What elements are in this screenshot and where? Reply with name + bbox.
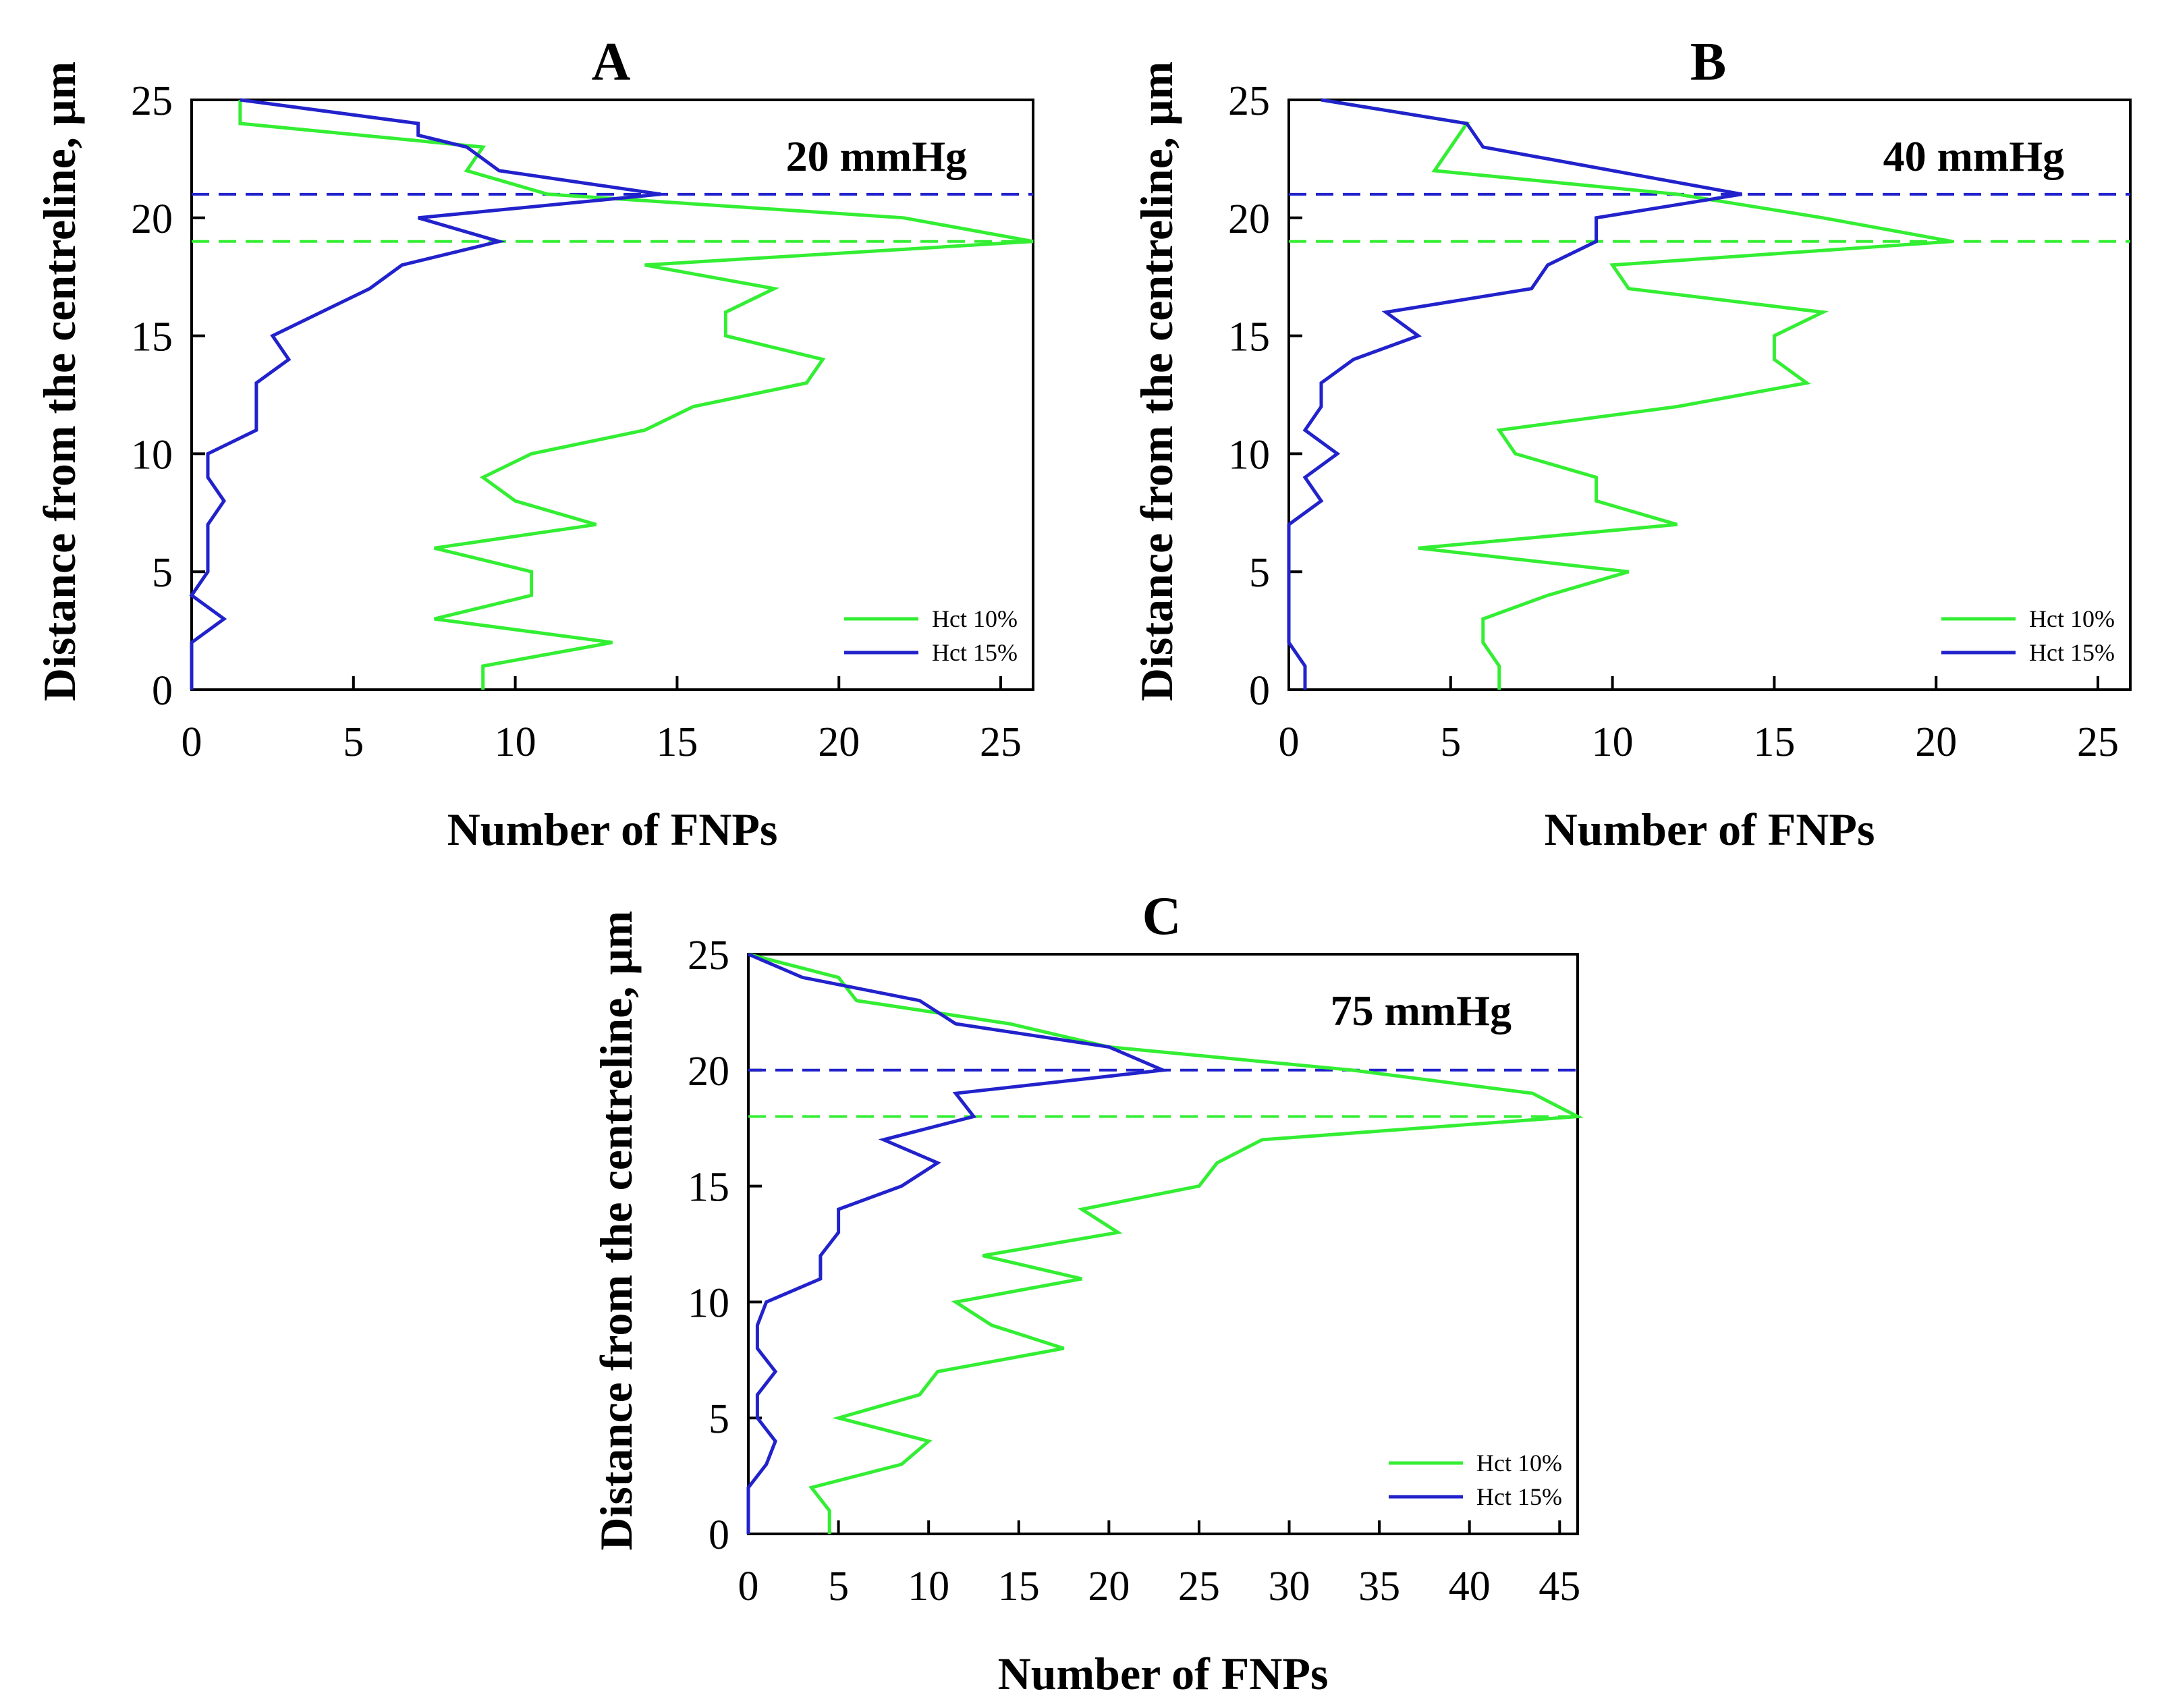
x-tick-label: 0 [182, 719, 202, 765]
series-line-hct-10 [238, 100, 1034, 690]
panel-label: B [1690, 32, 1726, 92]
y-axis-title: Distance from the centreline, μm [34, 61, 85, 701]
series-line-hct-15 [189, 98, 661, 690]
y-tick-label: 15 [688, 1165, 729, 1211]
legend-label: Hct 10% [1476, 1450, 1562, 1477]
plot-frame [190, 99, 1034, 691]
panel-a: 0 5 10 15 20 25 0 5 10 15 20 25 A 20 mmHg Number of FN… [34, 32, 1034, 855]
plot-frame [747, 953, 1579, 1535]
y-tick-label: 10 [688, 1280, 729, 1326]
x-tick-label: 0 [1279, 719, 1300, 765]
legend-label: Hct 15% [2029, 639, 2115, 666]
pressure-annotation: 75 mmHg [1331, 987, 1512, 1035]
y-tick-label: 15 [131, 314, 173, 360]
x-axis-title: Number of FNPs [1545, 804, 1875, 855]
panel-label: C [1142, 887, 1182, 946]
y-axis-title: Distance from the centreline, μm [1131, 61, 1182, 701]
x-tick-label: 10 [1592, 719, 1634, 765]
x-tick-label: 5 [343, 719, 364, 765]
y-tick-label: 20 [131, 196, 173, 242]
x-tick-label: 25 [980, 719, 1022, 765]
y-tick-label: 20 [1228, 196, 1270, 242]
pressure-annotation: 40 mmHg [1883, 132, 2064, 180]
x-tick-label: 15 [656, 719, 698, 765]
series-line-hct-10 [748, 952, 1584, 1534]
x-tick-label: 5 [828, 1564, 849, 1609]
x-tick-label: 20 [1088, 1564, 1130, 1609]
x-tick-label: 10 [908, 1564, 949, 1609]
y-tick-label: 25 [131, 78, 173, 124]
x-tick-label: 0 [738, 1564, 759, 1609]
y-tick-label: 25 [1228, 78, 1270, 124]
y-tick-label: 5 [1249, 550, 1270, 596]
x-tick-label: 15 [1753, 719, 1795, 765]
x-axis-title: Number of FNPs [998, 1648, 1329, 1699]
x-axis-title: Number of FNPs [447, 804, 778, 855]
panel-b: 0 5 10 15 20 25 0 5 10 15 20 25 B 40 mmHg Number of FN… [1131, 32, 2132, 855]
y-tick-label: 0 [152, 668, 173, 714]
series-line-hct-15 [1287, 98, 1742, 690]
plot-frame [1287, 99, 2132, 691]
y-tick-label: 0 [1249, 668, 1270, 714]
y-tick-label: 15 [1228, 314, 1270, 360]
y-tick-label: 25 [688, 933, 729, 979]
legend-label: Hct 15% [1476, 1483, 1562, 1510]
x-tick-label: 45 [1539, 1564, 1580, 1609]
x-tick-label: 30 [1269, 1564, 1310, 1609]
y-tick-label: 10 [1228, 432, 1270, 478]
x-tick-label: 40 [1449, 1564, 1491, 1609]
y-tick-label: 0 [709, 1512, 729, 1558]
x-tick-label: 25 [1178, 1564, 1220, 1609]
y-tick-label: 5 [152, 550, 173, 596]
x-tick-label: 15 [998, 1564, 1040, 1609]
panel-label: A [592, 32, 631, 92]
x-tick-label: 35 [1358, 1564, 1400, 1609]
legend-label: Hct 15% [932, 639, 1018, 666]
x-tick-label: 10 [495, 719, 536, 765]
series-line-hct-15 [746, 952, 1170, 1534]
y-tick-label: 10 [131, 432, 173, 478]
x-tick-label: 20 [1915, 719, 1957, 765]
legend-label: Hct 10% [2029, 605, 2115, 632]
series-line-hct-10 [1321, 98, 1953, 690]
legend-label: Hct 10% [932, 605, 1018, 632]
y-tick-label: 20 [688, 1049, 729, 1095]
panel-c: 0 5 10 15 20 25 30 35 40 45 0 5 10 15 20 25 C 75 mmHg Numb… [590, 887, 1584, 1699]
y-axis-title: Distance from the centreline, μm [590, 910, 642, 1550]
x-tick-label: 25 [2077, 719, 2119, 765]
x-tick-label: 20 [818, 719, 860, 765]
pressure-annotation: 20 mmHg [786, 132, 967, 180]
y-tick-label: 5 [709, 1396, 729, 1442]
x-tick-label: 5 [1440, 719, 1461, 765]
